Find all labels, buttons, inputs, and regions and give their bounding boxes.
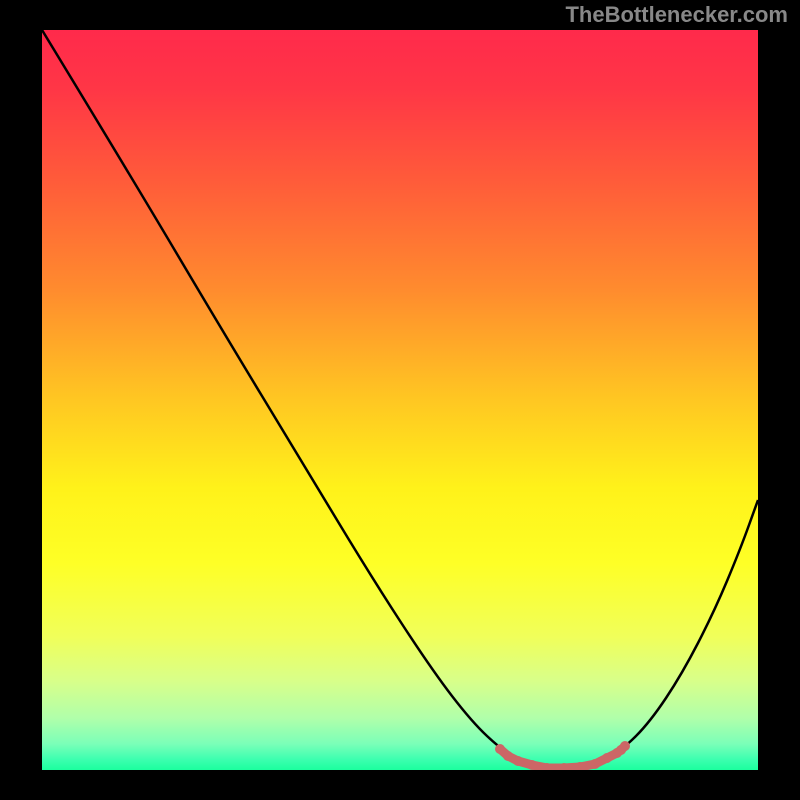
marker-group	[495, 741, 630, 770]
chart-plot-area	[42, 30, 758, 770]
curve-marker	[513, 756, 523, 766]
bottleneck-curve	[42, 30, 758, 768]
curve-marker	[602, 753, 612, 763]
chart-svg	[42, 30, 758, 770]
curve-marker	[495, 744, 505, 754]
curve-marker	[620, 741, 630, 751]
watermark-text: TheBottlenecker.com	[565, 2, 788, 28]
curve-marker	[527, 760, 537, 770]
curve-marker	[503, 751, 513, 761]
curve-marker	[590, 759, 600, 769]
